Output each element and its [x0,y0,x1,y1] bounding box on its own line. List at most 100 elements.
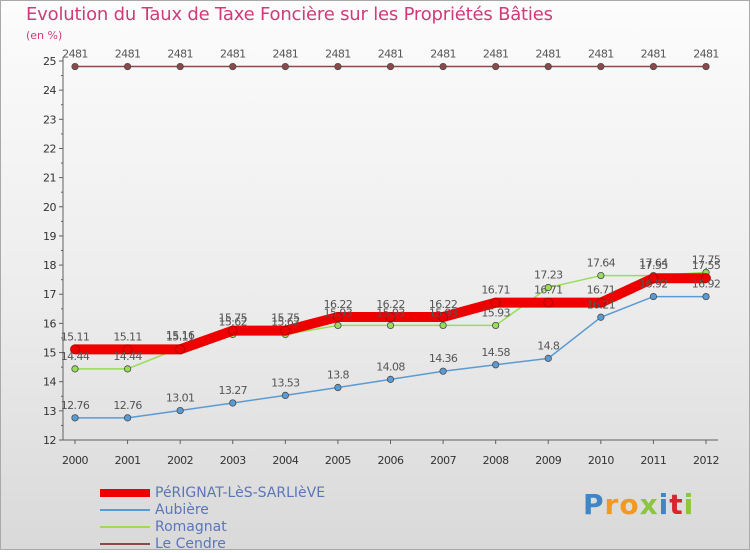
data-labels: 2481 2481 2481 2481 2481 2481 2481 2481 2481 2481… [62,48,719,61]
data-label: 17.64 [639,257,668,270]
data-point [544,283,552,292]
data-point [490,297,501,308]
data-label: 16.92 [639,278,668,291]
data-point [71,62,79,71]
x-tick-label: 2008 [483,454,509,467]
logo-letter: i [658,488,670,521]
data-point [123,414,132,422]
y-tick-label: 24 [43,84,56,97]
data-label: 16.71 [587,284,616,297]
data-label: 14.58 [481,346,510,359]
x-tick-label: 2003 [220,454,246,467]
data-point [597,313,605,321]
data-point [544,62,552,71]
data-label: 2481 [273,48,299,61]
data-point [71,414,79,422]
data-label: 15.62 [271,315,300,328]
data-point [176,62,184,71]
data-point [175,344,186,355]
data-point [543,297,554,308]
data-label: 17.23 [534,269,563,282]
logo-letter: i [683,488,695,521]
data-point [281,62,289,71]
legend-swatch [100,489,150,497]
y-tick-label: 19 [43,230,56,243]
data-label: 15.93 [376,306,405,319]
data-point [492,321,500,330]
data-label: 2481 [535,48,561,61]
y-tick-label: 21 [43,172,56,185]
data-label: 15.16 [166,329,195,342]
x-tick-label: 2012 [693,454,719,467]
data-label: 16.22 [376,298,405,311]
data-point [333,312,343,322]
y-tick-label: 13 [43,405,56,418]
data-label: 16.22 [324,298,353,311]
data-label: 2481 [588,48,614,61]
y-tick-label: 14 [43,376,56,389]
data-label: 13.53 [271,376,300,389]
data-label: 16.21 [587,298,616,311]
data-point [544,354,552,362]
data-label: 12.76 [113,399,142,412]
x-tick-label: 2007 [430,454,456,467]
data-label: 15.75 [271,312,300,325]
proxiti-logo[interactable]: Proxiti [583,488,694,521]
data-point [439,62,447,71]
logo-letter: P [583,488,605,521]
legend-label: Le Cendre [155,536,226,552]
data-point [439,367,447,375]
x-tick-label: 2006 [378,454,404,467]
data-label: 16.71 [481,284,510,297]
data-point [229,399,237,407]
data-point [492,62,500,71]
y-tick-label: 22 [43,142,56,155]
data-point [439,321,447,330]
logo-letter: o [619,488,640,521]
x-tick-label: 2005 [325,454,351,467]
data-point [597,271,605,280]
y-tick-label: 15 [43,347,56,360]
data-point [702,62,710,71]
data-label: 2481 [378,48,404,61]
data-label: 15.93 [429,306,458,319]
data-label: 17.55 [692,259,721,272]
data-point [597,62,605,71]
data-point [595,297,606,308]
data-label: 2481 [693,48,719,61]
legend-label: Aubière [155,502,209,518]
data-labels: 14.44 14.44 15.16 15.62 15.62 15.93 15.93 15.93… [61,253,722,362]
x-tick-label: 2004 [272,454,298,467]
data-point [649,62,658,71]
data-point [385,312,396,322]
logo-letter: t [669,488,684,521]
data-label: 16.92 [692,278,721,291]
data-point [702,292,710,301]
data-point [648,273,659,284]
data-point [123,62,132,71]
data-label: 2481 [62,48,88,61]
data-point [701,273,711,284]
data-label: 2481 [483,48,509,61]
data-label: 13.8 [327,369,350,382]
data-point [386,321,395,330]
series-p-rignat-l-s-sarli-ve [70,273,711,355]
data-point [334,321,342,330]
axes: 12 13 14 15 16 17 18 19 20 21 22 23 24 25 2000 2001 2002… [43,55,720,467]
data-label: 2481 [115,48,141,61]
y-tick-label: 12 [43,434,56,447]
data-point [229,62,237,71]
data-point [122,344,133,355]
data-label: 13.27 [219,384,248,397]
data-label: 16.71 [534,284,563,297]
legend-label: PéRIGNAT-LèS-SARLIèVE [155,485,326,501]
data-label: 14.36 [429,352,458,365]
logo-letter: r [604,488,620,521]
data-label: 2481 [325,48,351,61]
data-label: 15.75 [219,312,248,325]
data-label: 12.76 [61,399,90,412]
data-label: 16.22 [429,298,458,311]
data-label: 14.08 [376,360,405,373]
data-label: 17.64 [587,257,616,270]
data-point [438,312,448,322]
